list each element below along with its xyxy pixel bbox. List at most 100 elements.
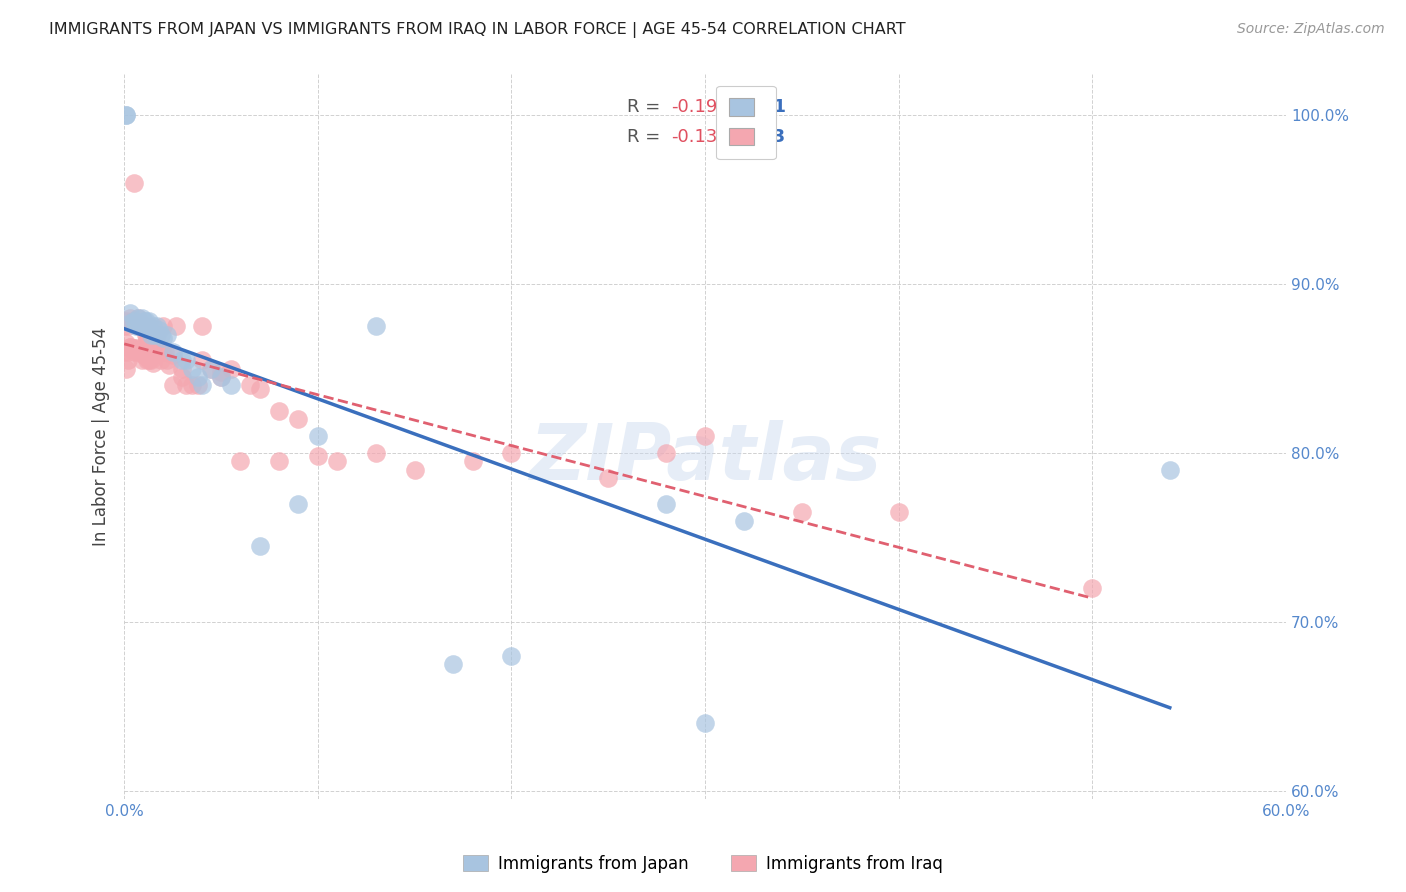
Text: R =: R = <box>627 97 666 116</box>
Point <box>187 370 209 384</box>
Text: Source: ZipAtlas.com: Source: ZipAtlas.com <box>1237 22 1385 37</box>
Point <box>132 314 155 328</box>
Point <box>152 319 174 334</box>
Point <box>115 108 138 122</box>
Point <box>693 716 716 731</box>
Point <box>156 327 179 342</box>
Point <box>162 344 184 359</box>
Point <box>148 323 170 337</box>
Point <box>121 314 143 328</box>
Point <box>142 319 165 334</box>
Point <box>134 327 156 342</box>
Point <box>693 429 716 443</box>
Point <box>307 429 329 443</box>
Point <box>1081 581 1104 595</box>
Point <box>134 336 156 351</box>
Point <box>125 319 148 334</box>
Point <box>131 319 153 334</box>
Point <box>138 314 160 328</box>
Y-axis label: In Labor Force | Age 45-54: In Labor Force | Age 45-54 <box>93 326 110 546</box>
Point <box>115 314 138 328</box>
Point <box>152 331 174 345</box>
Text: -0.131: -0.131 <box>672 128 730 146</box>
Point <box>461 454 484 468</box>
Point <box>117 344 139 359</box>
Text: N =: N = <box>725 97 766 116</box>
Point <box>136 319 159 334</box>
Point <box>307 450 329 464</box>
Point <box>134 350 156 364</box>
Point <box>269 454 291 468</box>
Point <box>142 356 165 370</box>
Point <box>156 353 179 368</box>
Point <box>269 403 291 417</box>
Point <box>117 353 139 368</box>
Point <box>190 378 212 392</box>
Point <box>364 319 387 334</box>
Point <box>132 319 155 334</box>
Point <box>219 378 242 392</box>
Point <box>122 341 145 355</box>
Point <box>249 382 271 396</box>
Point <box>128 344 150 359</box>
Point <box>172 361 194 376</box>
Point <box>790 505 813 519</box>
Point <box>887 505 910 519</box>
Point <box>127 310 149 325</box>
Point <box>229 454 252 468</box>
Point <box>187 378 209 392</box>
Point <box>115 336 138 351</box>
Point <box>146 327 169 342</box>
Point <box>141 327 163 342</box>
Point <box>181 361 204 376</box>
Point <box>174 378 197 392</box>
Point <box>219 361 242 376</box>
Point <box>141 327 163 342</box>
Point <box>209 370 232 384</box>
Point <box>157 358 180 372</box>
Point <box>118 306 141 320</box>
Point <box>287 497 309 511</box>
Point <box>148 341 170 355</box>
Point <box>142 327 165 342</box>
Point <box>287 412 309 426</box>
Point <box>138 348 160 362</box>
Point <box>364 446 387 460</box>
Point <box>138 319 160 334</box>
Point <box>142 344 165 359</box>
Point <box>136 331 159 345</box>
Point <box>655 497 678 511</box>
Point <box>733 514 755 528</box>
Point <box>125 341 148 355</box>
Point <box>141 353 163 368</box>
Point <box>127 319 149 334</box>
Legend: , : , <box>716 86 776 160</box>
Point <box>209 365 232 379</box>
Point <box>200 361 222 376</box>
Point <box>172 353 194 368</box>
Point <box>143 336 166 351</box>
Point <box>162 348 184 362</box>
Point <box>166 319 188 334</box>
Point <box>112 319 135 334</box>
Point <box>143 327 166 342</box>
Point <box>1159 463 1181 477</box>
Point <box>112 344 135 359</box>
Text: ZIPatlas: ZIPatlas <box>529 420 882 496</box>
Point <box>146 319 169 334</box>
Point <box>127 310 149 325</box>
Point <box>150 353 173 368</box>
Point <box>153 344 176 359</box>
Point <box>115 108 138 122</box>
Point <box>131 353 153 368</box>
Text: N =: N = <box>725 128 766 146</box>
Point <box>131 310 153 325</box>
Point <box>152 344 174 359</box>
Point <box>118 340 141 354</box>
Point <box>115 361 138 376</box>
Point <box>190 319 212 334</box>
Point <box>200 361 222 376</box>
Point <box>118 310 141 325</box>
Point <box>655 446 678 460</box>
Point <box>122 176 145 190</box>
